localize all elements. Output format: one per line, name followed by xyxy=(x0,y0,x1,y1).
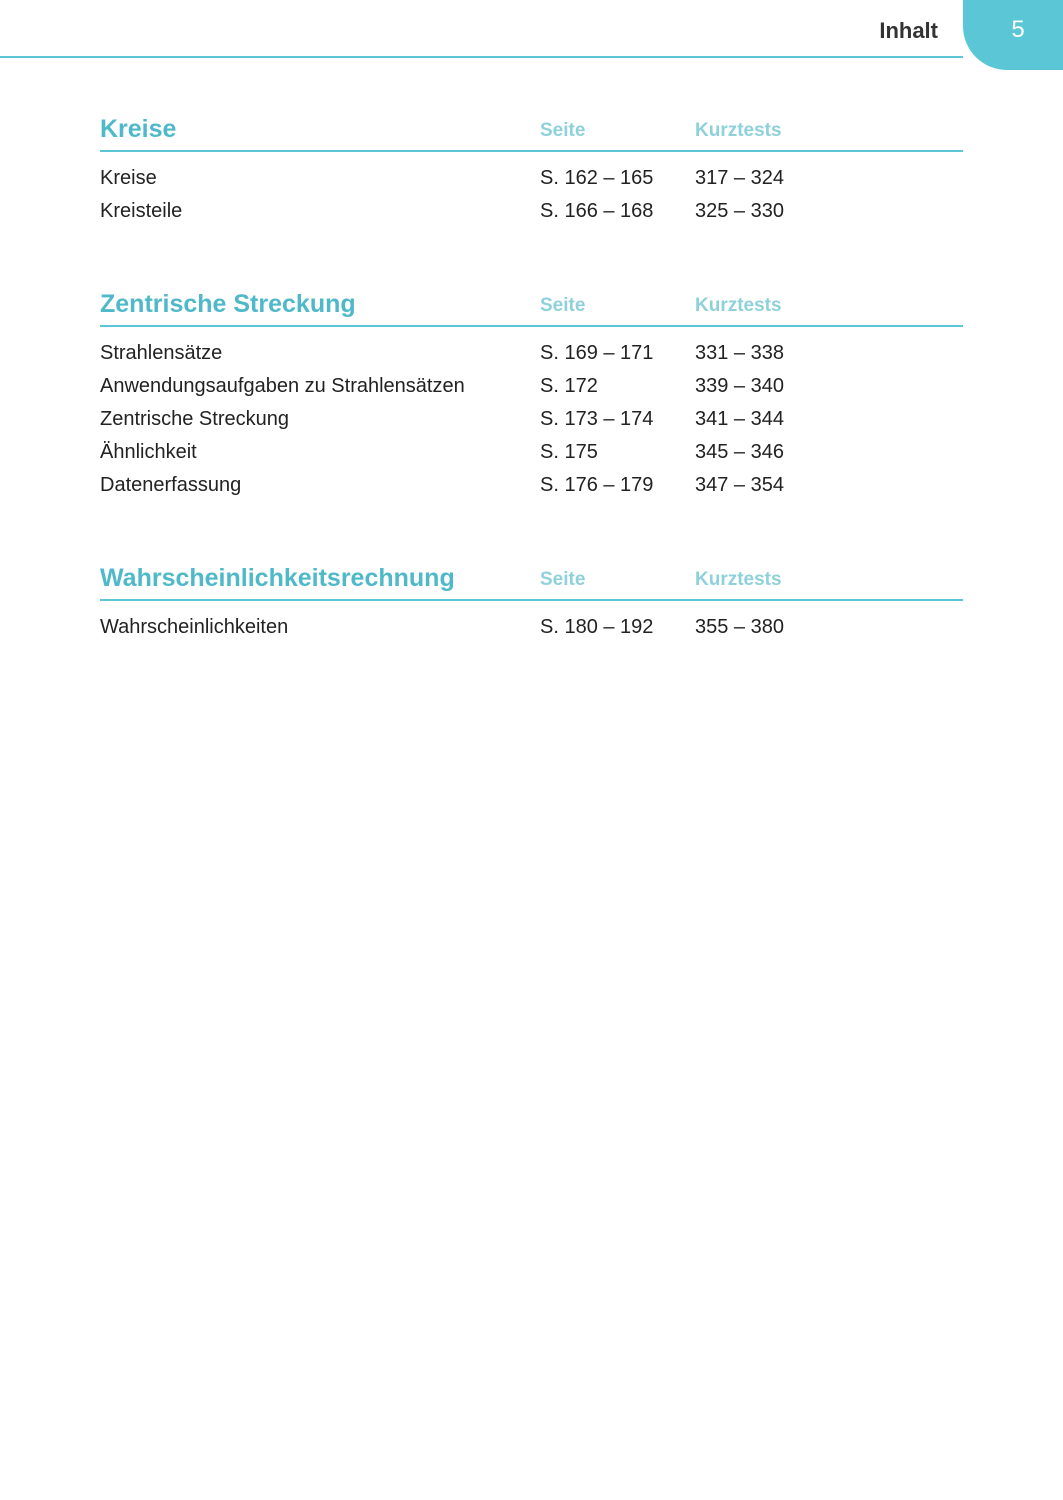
row-name: Zentrische Streckung xyxy=(100,408,540,431)
section-header: Kreise Seite Kurztests xyxy=(100,115,963,152)
row-page: S. 162 – 165 xyxy=(540,167,695,190)
page-number: 5 xyxy=(1011,16,1024,44)
toc-content: Kreise Seite Kurztests Kreise S. 162 – 1… xyxy=(100,115,963,706)
row-tests: 347 – 354 xyxy=(695,474,963,497)
toc-section: Kreise Seite Kurztests Kreise S. 162 – 1… xyxy=(100,115,963,228)
section-title: Zentrische Streckung xyxy=(100,290,540,319)
row-page: S. 176 – 179 xyxy=(540,474,695,497)
row-page: S. 175 xyxy=(540,441,695,464)
section-header: Wahrscheinlichkeitsrechnung Seite Kurzte… xyxy=(100,564,963,601)
row-name: Anwendungsaufgaben zu Strahlensätzen xyxy=(100,375,540,398)
section-title: Wahrscheinlichkeitsrechnung xyxy=(100,564,540,593)
row-page: S. 166 – 168 xyxy=(540,200,695,223)
row-tests: 339 – 340 xyxy=(695,375,963,398)
toc-row: Wahrscheinlichkeiten S. 180 – 192 355 – … xyxy=(100,611,963,644)
page-header: Inhalt 5 xyxy=(0,0,1063,60)
toc-row: Strahlensätze S. 169 – 171 331 – 338 xyxy=(100,337,963,370)
header-rule xyxy=(0,56,963,58)
section-header: Zentrische Streckung Seite Kurztests xyxy=(100,290,963,327)
column-header-tests: Kurztests xyxy=(695,569,963,593)
toc-row: Kreise S. 162 – 165 317 – 324 xyxy=(100,162,963,195)
page-header-title: Inhalt xyxy=(879,18,938,44)
row-tests: 341 – 344 xyxy=(695,408,963,431)
row-tests: 317 – 324 xyxy=(695,167,963,190)
row-page: S. 180 – 192 xyxy=(540,616,695,639)
section-title: Kreise xyxy=(100,115,540,144)
toc-row: Zentrische Streckung S. 173 – 174 341 – … xyxy=(100,403,963,436)
column-header-tests: Kurztests xyxy=(695,295,963,319)
column-header-page: Seite xyxy=(540,120,695,144)
row-name: Ähnlichkeit xyxy=(100,441,540,464)
row-tests: 325 – 330 xyxy=(695,200,963,223)
toc-row: Kreisteile S. 166 – 168 325 – 330 xyxy=(100,195,963,228)
row-name: Datenerfassung xyxy=(100,474,540,497)
page-number-tab: 5 xyxy=(963,0,1063,70)
row-name: Wahrscheinlichkeiten xyxy=(100,616,540,639)
row-tests: 355 – 380 xyxy=(695,616,963,639)
row-page: S. 173 – 174 xyxy=(540,408,695,431)
toc-section: Zentrische Streckung Seite Kurztests Str… xyxy=(100,290,963,502)
toc-row: Datenerfassung S. 176 – 179 347 – 354 xyxy=(100,469,963,502)
column-header-tests: Kurztests xyxy=(695,120,963,144)
row-page: S. 169 – 171 xyxy=(540,342,695,365)
toc-row: Ähnlichkeit S. 175 345 – 346 xyxy=(100,436,963,469)
row-name: Strahlensätze xyxy=(100,342,540,365)
row-name: Kreisteile xyxy=(100,200,540,223)
column-header-page: Seite xyxy=(540,569,695,593)
toc-section: Wahrscheinlichkeitsrechnung Seite Kurzte… xyxy=(100,564,963,644)
row-tests: 345 – 346 xyxy=(695,441,963,464)
row-page: S. 172 xyxy=(540,375,695,398)
row-name: Kreise xyxy=(100,167,540,190)
column-header-page: Seite xyxy=(540,295,695,319)
toc-row: Anwendungsaufgaben zu Strahlensätzen S. … xyxy=(100,370,963,403)
row-tests: 331 – 338 xyxy=(695,342,963,365)
